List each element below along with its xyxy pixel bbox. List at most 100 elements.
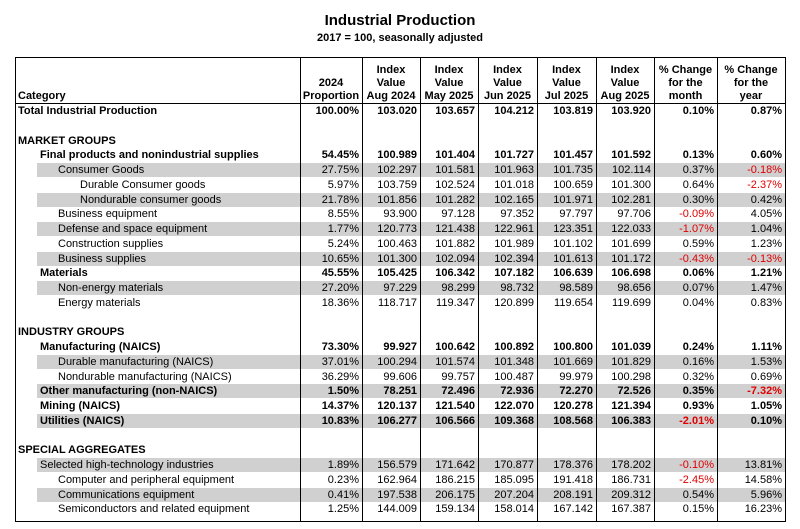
row-label: Selected high-technology industries xyxy=(40,459,214,471)
row-label: Defense and space equipment xyxy=(58,223,208,235)
column-header: Value xyxy=(552,77,581,89)
cell-value: 209.312 xyxy=(611,488,651,501)
row-shading xyxy=(37,281,785,295)
cell-value: 72.936 xyxy=(500,385,534,398)
cell-value: 103.657 xyxy=(435,105,475,117)
cell-value: 99.757 xyxy=(441,370,475,383)
cell-value: 0.06% xyxy=(682,267,714,280)
column-header: Value xyxy=(434,77,464,89)
row-label: Consumer Goods xyxy=(58,164,145,176)
cell-value: 101.282 xyxy=(435,193,475,206)
cell-value: 101.457 xyxy=(553,149,593,162)
cell-value: 0.41% xyxy=(327,488,359,501)
row-label: Semiconductors and related equipment xyxy=(58,503,250,516)
cell-value: 102.394 xyxy=(494,252,534,265)
cell-value: 178.202 xyxy=(611,459,651,471)
row-label: Final products and nonindustrial supplie… xyxy=(40,149,259,162)
cell-value: 102.165 xyxy=(494,193,534,206)
cell-value: 120.773 xyxy=(377,223,417,235)
row-label: Mining (NAICS) xyxy=(40,400,121,412)
row-label: Communications equipment xyxy=(58,488,195,501)
column-header: Index xyxy=(610,64,640,76)
cell-value: 170.877 xyxy=(494,459,534,471)
cell-value: 5.24% xyxy=(327,237,359,250)
column-header: for the xyxy=(733,77,769,89)
cell-value: 78.251 xyxy=(383,385,417,398)
cell-value: 207.204 xyxy=(494,488,534,501)
cell-value: 106.277 xyxy=(377,414,417,427)
row-label: MARKET GROUPS xyxy=(18,134,116,147)
cell-value: 101.699 xyxy=(611,237,651,250)
column-header: Category xyxy=(18,90,66,102)
row-label: Other manufacturing (non-NAICS) xyxy=(40,385,218,398)
cell-value: 14.37% xyxy=(321,400,359,412)
cell-value: 21.78% xyxy=(321,193,359,206)
row-label: Business equipment xyxy=(58,208,158,221)
row-label: Nondurable consumer goods xyxy=(80,193,222,206)
column-header: Proportion xyxy=(302,90,360,102)
row-shading xyxy=(37,413,785,428)
row-label: INDUSTRY GROUPS xyxy=(18,326,125,339)
cell-value: 1.25% xyxy=(327,503,359,516)
cell-value: 99.927 xyxy=(383,341,417,353)
cell-value: -0.10% xyxy=(679,459,714,471)
cell-value: 0.30% xyxy=(682,193,714,206)
cell-value: 0.83% xyxy=(750,296,782,309)
cell-value: 0.69% xyxy=(750,370,782,383)
cell-value: 97.352 xyxy=(500,208,534,221)
cell-value: 1.04% xyxy=(750,223,782,235)
cell-value: -0.09% xyxy=(679,208,714,221)
cell-value: 101.172 xyxy=(611,252,651,265)
row-shading xyxy=(37,458,785,472)
cell-value: 103.759 xyxy=(377,178,417,191)
cell-value: 1.23% xyxy=(750,237,782,250)
cell-value: 101.727 xyxy=(494,149,534,162)
cell-value: 99.979 xyxy=(559,370,593,383)
cell-value: 93.900 xyxy=(383,208,417,221)
cell-value: 1.47% xyxy=(750,282,782,294)
column-header: Index xyxy=(376,64,406,76)
cell-value: -2.01% xyxy=(679,414,714,427)
cell-value: 159.134 xyxy=(435,503,475,516)
row-shading xyxy=(37,222,785,236)
cell-value: 100.487 xyxy=(494,370,534,383)
cell-value: 102.094 xyxy=(435,252,475,265)
column-line xyxy=(362,57,363,521)
cell-value: 186.215 xyxy=(435,473,475,486)
row-label: Durable Consumer goods xyxy=(80,178,206,191)
cell-value: 0.37% xyxy=(682,164,714,176)
cell-value: 0.59% xyxy=(682,237,714,250)
cell-value: 0.32% xyxy=(682,370,714,383)
cell-value: 0.87% xyxy=(750,105,782,117)
column-header: Aug 2025 xyxy=(600,90,650,102)
column-header: year xyxy=(739,90,763,102)
column-line xyxy=(537,57,538,521)
cell-value: 100.659 xyxy=(553,178,593,191)
cell-value: 1.21% xyxy=(750,267,782,280)
cell-value: 185.095 xyxy=(494,473,534,486)
cell-value: 0.10% xyxy=(750,414,782,427)
cell-value: 120.137 xyxy=(377,400,417,412)
cell-value: 108.568 xyxy=(553,414,593,427)
cell-value: 0.93% xyxy=(682,400,714,412)
cell-value: 0.16% xyxy=(682,355,714,368)
cell-value: 122.033 xyxy=(611,223,651,235)
cell-value: 98.656 xyxy=(617,282,651,294)
cell-value: 197.538 xyxy=(377,488,417,501)
column-line xyxy=(596,57,597,521)
cell-value: 54.45% xyxy=(321,149,359,162)
cell-value: 5.97% xyxy=(327,178,359,191)
cell-value: 120.899 xyxy=(494,296,534,309)
column-line xyxy=(478,57,479,521)
cell-value: 106.342 xyxy=(435,267,475,280)
cell-value: 101.348 xyxy=(494,355,534,368)
cell-value: 8.55% xyxy=(327,208,359,221)
cell-value: 99.606 xyxy=(383,370,417,383)
subtitle: 2017 = 100, seasonally adjusted xyxy=(316,32,483,44)
cell-value: 4.05% xyxy=(750,208,782,221)
cell-value: 167.387 xyxy=(611,503,651,516)
column-header: Jun 2025 xyxy=(483,90,532,102)
row-label: Utilities (NAICS) xyxy=(40,414,125,427)
cell-value: 191.418 xyxy=(553,473,593,486)
cell-value: 98.299 xyxy=(441,282,475,294)
